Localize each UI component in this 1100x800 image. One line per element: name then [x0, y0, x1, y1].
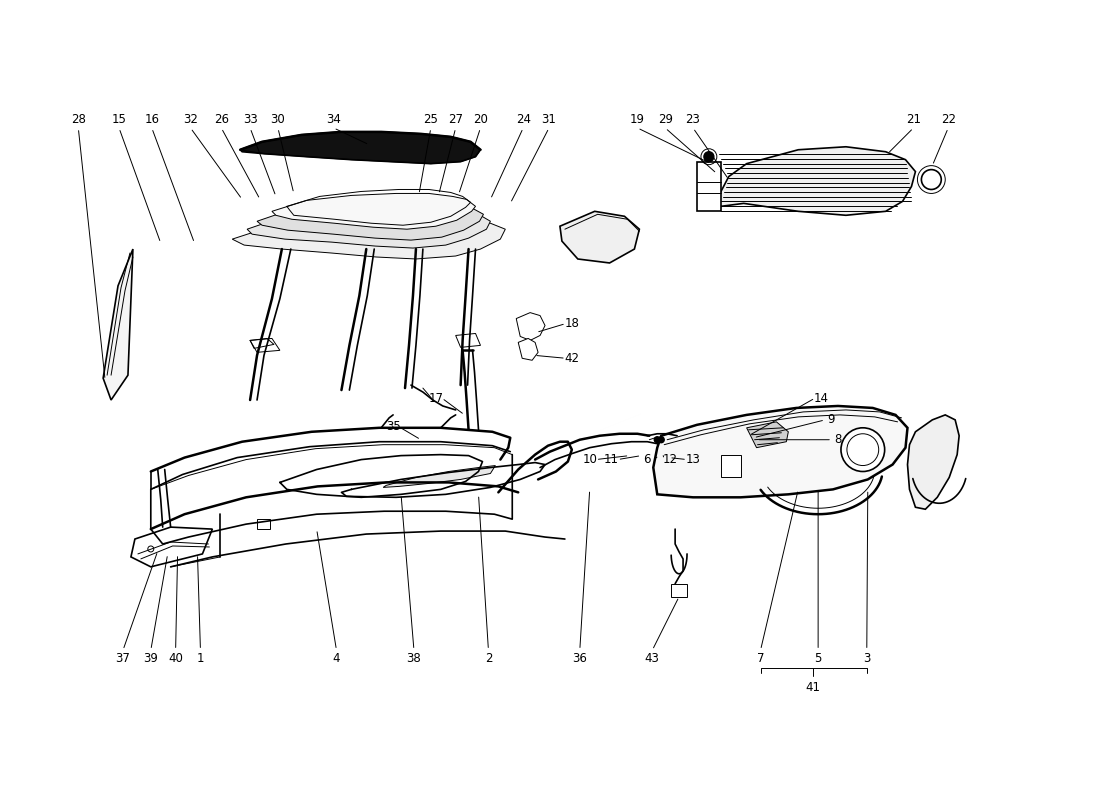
Polygon shape — [720, 454, 740, 478]
Text: 36: 36 — [572, 652, 587, 665]
Text: 42: 42 — [564, 352, 580, 365]
Text: 23: 23 — [685, 114, 701, 126]
Text: 4: 4 — [332, 652, 340, 665]
Polygon shape — [272, 194, 475, 229]
Text: 8: 8 — [834, 434, 842, 446]
Polygon shape — [257, 519, 270, 529]
Text: 18: 18 — [564, 317, 580, 330]
Polygon shape — [232, 216, 505, 259]
Polygon shape — [518, 338, 538, 360]
Polygon shape — [697, 162, 720, 211]
Circle shape — [917, 166, 945, 194]
Text: 43: 43 — [645, 652, 660, 665]
Polygon shape — [250, 338, 279, 352]
Circle shape — [704, 152, 714, 162]
Polygon shape — [383, 466, 495, 487]
Text: 28: 28 — [70, 114, 86, 126]
Polygon shape — [240, 132, 481, 164]
Text: 41: 41 — [805, 682, 821, 694]
Text: 5: 5 — [814, 652, 822, 665]
Text: 14: 14 — [814, 391, 828, 405]
Polygon shape — [331, 210, 436, 226]
Polygon shape — [257, 202, 484, 240]
Circle shape — [658, 437, 664, 442]
Text: 16: 16 — [144, 114, 159, 126]
Text: 13: 13 — [685, 453, 701, 466]
Text: 3: 3 — [864, 652, 870, 665]
Text: 27: 27 — [448, 114, 463, 126]
Text: 2: 2 — [485, 652, 492, 665]
Text: 6: 6 — [644, 453, 651, 466]
Text: 7: 7 — [757, 652, 764, 665]
Text: 39: 39 — [143, 652, 158, 665]
Circle shape — [922, 170, 942, 190]
Circle shape — [842, 428, 884, 471]
Text: 34: 34 — [326, 114, 341, 126]
Polygon shape — [516, 313, 544, 341]
Text: 22: 22 — [940, 114, 956, 126]
Text: 9: 9 — [827, 414, 835, 426]
Polygon shape — [717, 146, 915, 215]
Circle shape — [847, 434, 879, 466]
Polygon shape — [747, 422, 789, 448]
Text: 26: 26 — [213, 114, 229, 126]
Text: 1: 1 — [197, 652, 205, 665]
Polygon shape — [671, 584, 688, 597]
Text: 33: 33 — [243, 114, 257, 126]
Polygon shape — [455, 334, 481, 347]
Text: 25: 25 — [424, 114, 438, 126]
Text: 12: 12 — [662, 453, 678, 466]
Polygon shape — [131, 527, 212, 567]
Circle shape — [654, 437, 660, 442]
Text: 17: 17 — [428, 391, 443, 405]
Text: 40: 40 — [168, 652, 183, 665]
Polygon shape — [248, 208, 491, 248]
Text: 31: 31 — [541, 114, 557, 126]
Polygon shape — [908, 415, 959, 510]
Text: 35: 35 — [386, 420, 400, 434]
Text: 21: 21 — [906, 114, 921, 126]
Text: 11: 11 — [604, 453, 619, 466]
Text: 19: 19 — [630, 114, 645, 126]
Text: 37: 37 — [116, 652, 131, 665]
Polygon shape — [103, 249, 133, 400]
Text: 10: 10 — [582, 453, 597, 466]
Text: 32: 32 — [183, 114, 198, 126]
Polygon shape — [560, 211, 639, 263]
Text: 30: 30 — [271, 114, 285, 126]
Text: 20: 20 — [473, 114, 488, 126]
Text: 15: 15 — [111, 114, 126, 126]
Text: 29: 29 — [658, 114, 673, 126]
Text: 38: 38 — [407, 652, 421, 665]
Text: 24: 24 — [516, 114, 530, 126]
Polygon shape — [653, 406, 908, 498]
